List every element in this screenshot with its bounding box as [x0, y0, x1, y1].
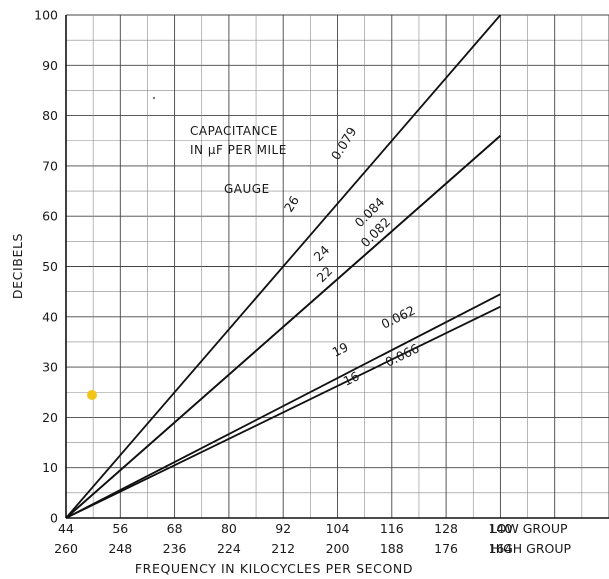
x-tick-label-high: 164	[488, 541, 512, 556]
x-tick-label-low: 68	[167, 521, 183, 536]
yellow-mark	[87, 390, 97, 400]
x-tick-label-low: 116	[380, 521, 404, 536]
x-tick-label-low: 104	[326, 521, 350, 536]
x-tick-label-high: 188	[380, 541, 404, 556]
y-tick-label: 10	[42, 460, 58, 475]
series-line-gauge-19	[65, 293, 501, 519]
y-tick-label: 50	[42, 259, 58, 274]
y-tick-label: 40	[42, 309, 58, 324]
speck-mark	[152, 96, 156, 100]
high-group-label: HIGH GROUP	[490, 541, 572, 556]
low-group-label: LOW GROUP	[490, 521, 568, 536]
label-gauge-19: 19	[330, 339, 351, 359]
x-tick-label-high: 224	[217, 541, 241, 556]
label-gauge-16: 16	[341, 368, 362, 388]
x-axis-title: FREQUENCY IN KILOCYCLES PER SECOND	[135, 561, 413, 576]
y-tick-label: 60	[42, 209, 58, 224]
x-tick-label-low: 80	[221, 521, 237, 536]
x-tick-label-low: 92	[275, 521, 291, 536]
label-cap-0062: 0.062	[379, 303, 418, 332]
y-tick-label: 30	[42, 360, 58, 375]
annotation-gauge: GAUGE	[224, 182, 270, 196]
x-tick-label-high: 248	[108, 541, 132, 556]
x-tick-label-high: 212	[271, 541, 295, 556]
y-axis-title: DECIBELS	[10, 233, 25, 299]
label-gauge-24: 24	[311, 242, 333, 264]
x-tick-label-low: 140	[488, 521, 512, 536]
x-tick-label-high: 176	[434, 541, 458, 556]
x-tick-labels-high-group: 260 248 236 224 212 200 188 176 164	[54, 541, 512, 556]
label-gauge-26: 26	[281, 193, 302, 214]
x-tick-label-low: 56	[112, 521, 128, 536]
y-tick-labels: 0 10 20 30 40 50 60 70 80 90 100	[34, 8, 58, 526]
label-cap-0079: 0.079	[328, 124, 360, 162]
annotation-capacitance-line2: IN µF PER MILE	[190, 143, 287, 157]
curve-labels: 26 0.079 24 0.084 22 0.082 19 0.062 16 0…	[281, 124, 422, 388]
y-tick-label: 0	[50, 511, 58, 526]
x-tick-label-high: 260	[54, 541, 78, 556]
x-tick-labels-low-group: 44 56 68 80 92 104 116 128 140	[58, 521, 512, 536]
grid	[65, 14, 609, 519]
x-tick-label-low: 128	[434, 521, 458, 536]
x-tick-label-low: 44	[58, 521, 74, 536]
y-tick-label: 20	[42, 410, 58, 425]
series-lines	[65, 14, 502, 519]
y-tick-label: 80	[42, 108, 58, 123]
series-line-gauge-16	[65, 305, 501, 519]
series-line-gauge-22	[65, 135, 501, 519]
annotation-capacitance-line1: CAPACITANCE	[190, 124, 278, 138]
y-tick-label: 90	[42, 58, 58, 73]
x-tick-label-high: 236	[163, 541, 187, 556]
y-tick-label: 70	[42, 158, 58, 173]
y-tick-label: 100	[34, 8, 58, 23]
x-tick-label-high: 200	[326, 541, 350, 556]
series-line-gauge-26	[65, 14, 502, 519]
